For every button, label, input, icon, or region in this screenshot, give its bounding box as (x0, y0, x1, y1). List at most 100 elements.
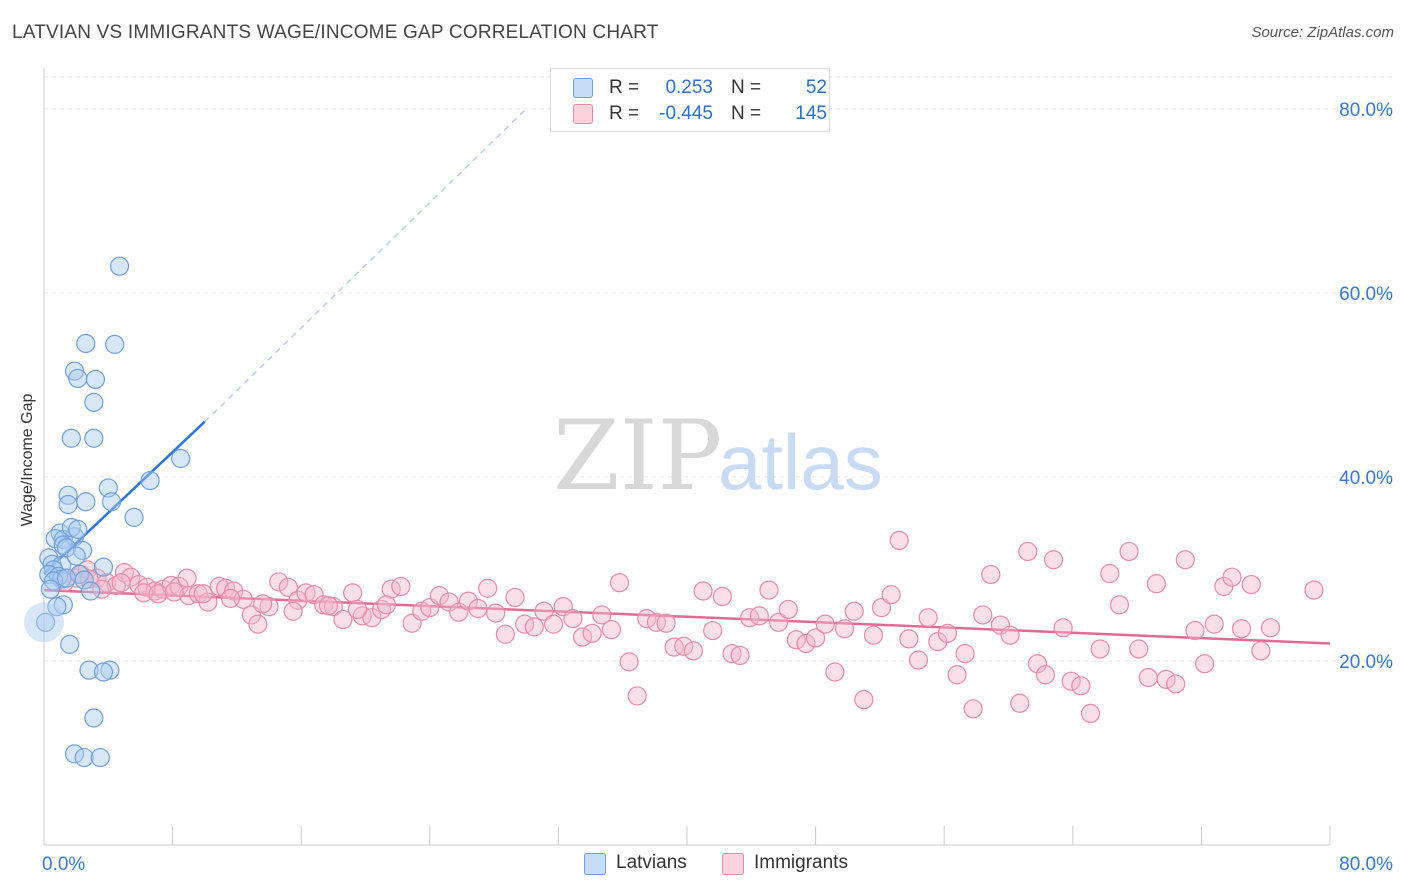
immigrants-point (582, 623, 602, 643)
immigrants-point (248, 614, 268, 634)
immigrants-point (973, 605, 993, 625)
legend-swatch-immigrants (573, 104, 593, 124)
immigrants-point (1175, 550, 1195, 570)
immigrants-point (269, 572, 289, 592)
immigrants-point (740, 608, 760, 628)
immigrants-point (343, 583, 363, 603)
x-tick-label: 0.0% (42, 854, 85, 875)
immigrants-point (1018, 541, 1038, 562)
immigrants-point (121, 567, 141, 587)
immigrants-point (1027, 654, 1048, 674)
legend-bottom-label-latvians: Latvians (616, 852, 687, 873)
x-tick-label: 80.0% (1339, 854, 1393, 875)
immigrants-point (981, 564, 1001, 585)
legend-bottom-label-immigrants: Immigrants (754, 852, 848, 873)
immigrants-point (439, 592, 459, 612)
legend-n-value: 52 (805, 77, 827, 98)
immigrants-point (304, 585, 324, 605)
latvians-trend-extension (204, 108, 527, 423)
immigrants-point (674, 636, 694, 656)
legend-r-label: R = (609, 77, 640, 98)
immigrants-point (296, 583, 316, 603)
latvians-point (53, 595, 73, 615)
immigrants-trend-line (43, 588, 1331, 645)
immigrants-point (1035, 665, 1056, 685)
immigrants-point (1185, 620, 1205, 641)
immigrants-point (1146, 574, 1166, 594)
axes (43, 68, 1331, 846)
legend-swatch-latvians (573, 78, 593, 98)
watermark: ZIP atlas (553, 400, 883, 512)
immigrants-point (572, 627, 593, 647)
immigrants-point (881, 585, 901, 605)
immigrants-point (1061, 671, 1081, 691)
immigrants-point (601, 620, 622, 640)
immigrants-point (1090, 639, 1110, 659)
immigrants-point (1053, 618, 1073, 638)
immigrants-point (871, 597, 892, 618)
immigrants-point (693, 581, 713, 601)
latvians-point (101, 492, 122, 512)
immigrants-point (609, 573, 630, 593)
immigrants-point (683, 641, 704, 661)
immigrants-point (429, 586, 450, 606)
immigrants-point (134, 583, 154, 603)
legend-r-value: -0.445 (659, 103, 713, 124)
immigrants-point (376, 595, 396, 615)
latvians-point (36, 612, 56, 632)
latvians-point (124, 507, 144, 527)
immigrants-point (318, 596, 339, 616)
immigrants-point (278, 577, 298, 597)
latvians-point (74, 747, 94, 768)
latvians-point (84, 708, 104, 728)
immigrants-point (627, 686, 647, 706)
immigrants-point (333, 609, 353, 630)
immigrants-point (1204, 614, 1224, 634)
latvians-point (85, 369, 106, 389)
immigrants-point (749, 606, 769, 626)
legend-n-label: N = (731, 103, 762, 124)
immigrants-point (468, 598, 488, 619)
immigrants-point (889, 530, 909, 551)
immigrants-point (534, 601, 554, 621)
immigrants-point (908, 650, 929, 670)
trend-lines (43, 108, 1331, 645)
immigrants-point (1129, 639, 1149, 659)
immigrants-point (656, 613, 676, 633)
latvians-point (81, 581, 101, 601)
immigrants-point (1080, 703, 1101, 724)
latvians-point (61, 428, 81, 448)
latvians-points (24, 256, 191, 768)
latvians-point (40, 579, 61, 599)
immigrants-point (637, 609, 657, 629)
latvians-point (47, 597, 67, 617)
immigrants-point (863, 625, 884, 645)
latvians-point (109, 256, 130, 276)
immigrants-point (1241, 574, 1261, 595)
y-tick-label: 20.0% (1339, 652, 1393, 673)
latvians-point (53, 535, 73, 555)
immigrants-point (664, 637, 684, 657)
immigrants-point (825, 662, 845, 682)
source-label: Source: ZipAtlas.com (1251, 24, 1394, 41)
watermark-zip: ZIP (553, 400, 722, 512)
immigrants-point (769, 612, 789, 632)
immigrants-point (1260, 618, 1281, 638)
immigrants-point (148, 584, 168, 604)
latvians-point (76, 492, 96, 512)
chart-title: LATVIAN VS IMMIGRANTS WAGE/INCOME GAP CO… (12, 22, 659, 43)
immigrants-point (177, 568, 197, 588)
immigrants-point (730, 645, 750, 666)
immigrants-point (1109, 595, 1130, 615)
latvians-point (84, 392, 104, 412)
latvians-point (66, 546, 86, 566)
immigrants-point (1000, 625, 1020, 645)
latvians-point (56, 568, 77, 588)
legend-r-value: 0.253 (665, 77, 713, 98)
immigrants-point (955, 643, 975, 664)
immigrants-point (1195, 654, 1215, 674)
y-tick-label: 60.0% (1339, 284, 1393, 305)
latvians-point (90, 747, 110, 768)
immigrants-point (1138, 667, 1158, 688)
